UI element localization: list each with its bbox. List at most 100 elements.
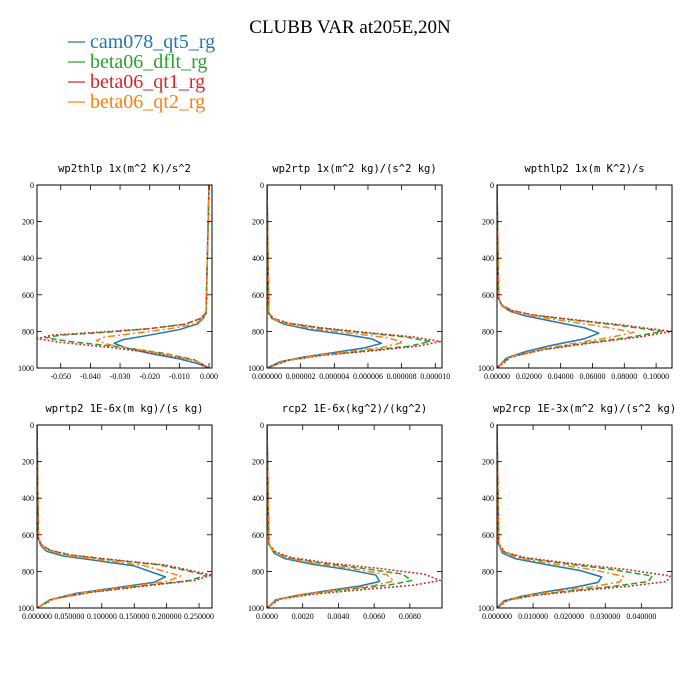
y-tick-label: 800 bbox=[22, 327, 34, 336]
plot-frame bbox=[496, 184, 673, 369]
panel-title: wp2rcp 1E-3x(m^2 kg)/(s^2 kg) bbox=[493, 403, 676, 415]
panel-title: wpthlp2 1x(m K^2)/s bbox=[524, 163, 644, 175]
x-tick-label: 0.08000 bbox=[611, 372, 637, 381]
plot-frame bbox=[496, 424, 673, 609]
chart-panel: wprtp2 1E-6x(m kg)/(s kg) 0 200 400 600 800 10… bbox=[18, 403, 214, 621]
legend-entry: beta06_dflt_rg bbox=[90, 51, 207, 73]
x-tick-label: -0.040 bbox=[80, 372, 101, 381]
y-tick-label: 200 bbox=[482, 458, 494, 467]
x-tick-label: 0.02000 bbox=[516, 372, 542, 381]
series-line bbox=[45, 185, 210, 368]
series-line bbox=[267, 185, 442, 368]
x-tick-label: 0.150000 bbox=[119, 612, 149, 621]
chart-panel: rcp2 1E-6x(kg^2)/(kg^2) 0 200 400 600 800 1000… bbox=[248, 403, 443, 621]
series-line bbox=[497, 425, 671, 608]
y-tick-label: 1000 bbox=[18, 364, 34, 373]
series-line bbox=[497, 425, 625, 608]
series-line bbox=[267, 425, 381, 608]
legend-entry: beta06_qt1_rg bbox=[90, 71, 205, 93]
figure-title: CLUBB VAR at205E,20N bbox=[249, 17, 451, 38]
x-tick-label: 0.000006 bbox=[353, 372, 383, 381]
plot-frame bbox=[36, 424, 213, 609]
x-tick-label: 0.04000 bbox=[548, 372, 574, 381]
x-tick-label: 0.00000 bbox=[484, 372, 510, 381]
x-tick-label: 0.0020 bbox=[292, 612, 314, 621]
series-line bbox=[37, 185, 210, 368]
y-tick-label: 400 bbox=[482, 254, 494, 263]
x-tick-label: 0.000000 bbox=[482, 612, 512, 621]
panel-title: wprtp2 1E-6x(m kg)/(s kg) bbox=[45, 403, 203, 415]
y-tick-label: 400 bbox=[22, 254, 34, 263]
y-tick-label: 200 bbox=[22, 458, 34, 467]
x-tick-label: -0.030 bbox=[110, 372, 131, 381]
plot-frame bbox=[266, 424, 443, 609]
x-tick-label: 0.0080 bbox=[399, 612, 421, 621]
y-tick-label: 200 bbox=[482, 218, 494, 227]
legend-entry: cam078_qt5_rg bbox=[90, 31, 215, 53]
x-tick-label: 0.000008 bbox=[387, 372, 417, 381]
plot-frame bbox=[266, 184, 443, 369]
series-line bbox=[267, 185, 383, 368]
y-tick-label: 400 bbox=[252, 254, 264, 263]
y-tick-label: 1000 bbox=[18, 604, 34, 613]
series-line bbox=[37, 425, 208, 608]
y-tick-label: 0 bbox=[260, 421, 264, 430]
y-tick-label: 1000 bbox=[248, 364, 264, 373]
chart-panel: wp2thlp 1x(m^2 K)/s^2 0 200 400 600 800 1000 -0… bbox=[18, 163, 218, 381]
series-line bbox=[497, 185, 635, 368]
x-tick-label: 0.020000 bbox=[554, 612, 584, 621]
y-tick-label: 600 bbox=[252, 531, 264, 540]
x-tick-label: -0.050 bbox=[50, 372, 71, 381]
chart-panel: wpthlp2 1x(m K^2)/s 0 200 400 600 800 10000.00… bbox=[478, 163, 673, 381]
x-tick-label: 0.030000 bbox=[590, 612, 620, 621]
legend-entry: beta06_qt2_rg bbox=[90, 91, 205, 113]
y-tick-label: 0 bbox=[490, 421, 494, 430]
y-tick-label: 800 bbox=[252, 327, 264, 336]
series-line bbox=[37, 425, 182, 608]
x-tick-label: 0.000002 bbox=[286, 372, 316, 381]
y-tick-label: 200 bbox=[22, 218, 34, 227]
y-tick-label: 600 bbox=[22, 291, 34, 300]
series-line bbox=[497, 185, 600, 368]
x-tick-label: 0.000 bbox=[200, 372, 218, 381]
x-tick-label: 0.000010 bbox=[420, 372, 450, 381]
y-tick-label: 600 bbox=[482, 531, 494, 540]
x-tick-label: 0.000004 bbox=[319, 372, 349, 381]
y-tick-label: 200 bbox=[252, 458, 264, 467]
y-tick-label: 0 bbox=[490, 181, 494, 190]
x-tick-label: 0.250000 bbox=[184, 612, 214, 621]
x-tick-label: 0.06000 bbox=[579, 372, 605, 381]
legend: cam078_qt5_rgbeta06_dflt_rgbeta06_qt1_rg… bbox=[68, 31, 215, 113]
x-tick-label: 0.050000 bbox=[54, 612, 84, 621]
x-tick-label: -0.020 bbox=[139, 372, 160, 381]
x-tick-label: 0.040000 bbox=[626, 612, 656, 621]
series-line bbox=[267, 185, 405, 368]
series-line bbox=[497, 185, 664, 368]
y-tick-label: 600 bbox=[252, 291, 264, 300]
series-line bbox=[267, 185, 431, 368]
y-tick-label: 400 bbox=[482, 494, 494, 503]
series-line bbox=[113, 185, 210, 368]
x-tick-label: 0.000000 bbox=[252, 372, 282, 381]
panel-title: rcp2 1E-6x(kg^2)/(kg^2) bbox=[282, 403, 427, 415]
series-line bbox=[267, 425, 395, 608]
y-tick-label: 400 bbox=[22, 494, 34, 503]
y-tick-label: 400 bbox=[252, 494, 264, 503]
chart-panel: wp2rcp 1E-3x(m^2 kg)/(s^2 kg) 0 200 400 600 8… bbox=[478, 403, 676, 621]
series-line bbox=[95, 185, 210, 368]
series-line bbox=[267, 425, 441, 608]
y-tick-label: 1000 bbox=[478, 604, 494, 613]
plot-frame bbox=[36, 184, 213, 369]
y-tick-label: 800 bbox=[482, 567, 494, 576]
x-tick-label: 0.200000 bbox=[152, 612, 182, 621]
x-tick-label: -0.010 bbox=[169, 372, 190, 381]
y-tick-label: 1000 bbox=[478, 364, 494, 373]
x-tick-label: 0.100000 bbox=[87, 612, 117, 621]
y-tick-label: 200 bbox=[252, 218, 264, 227]
y-tick-label: 0 bbox=[30, 181, 34, 190]
y-tick-label: 800 bbox=[482, 327, 494, 336]
y-tick-label: 800 bbox=[252, 567, 264, 576]
y-tick-label: 800 bbox=[22, 567, 34, 576]
x-tick-label: 0.0000 bbox=[256, 612, 278, 621]
